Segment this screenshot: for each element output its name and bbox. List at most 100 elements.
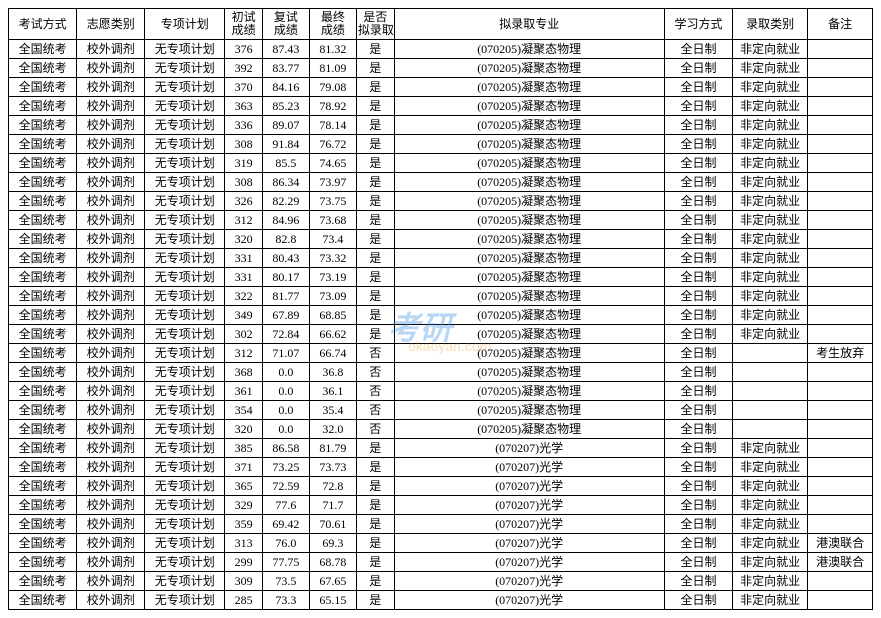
table-row: 全国统考校外调剂无专项计划32082.873.4是(070205)凝聚态物理全日… <box>9 230 873 249</box>
table-cell: 全国统考 <box>9 572 77 591</box>
table-cell: 是 <box>356 40 394 59</box>
table-cell: (070207)光学 <box>394 496 664 515</box>
table-cell: 否 <box>356 344 394 363</box>
table-cell <box>733 401 808 420</box>
table-cell: 73.32 <box>309 249 356 268</box>
table-cell: (070207)光学 <box>394 553 664 572</box>
table-cell: 308 <box>225 135 263 154</box>
table-cell <box>808 173 873 192</box>
table-cell: 无专项计划 <box>145 458 225 477</box>
table-cell: 是 <box>356 249 394 268</box>
table-row: 全国统考校外调剂无专项计划33180.1773.19是(070205)凝聚态物理… <box>9 268 873 287</box>
table-cell: 365 <box>225 477 263 496</box>
table-cell: 全国统考 <box>9 268 77 287</box>
table-cell: 392 <box>225 59 263 78</box>
table-cell: 校外调剂 <box>77 344 145 363</box>
table-cell: 69.42 <box>262 515 309 534</box>
table-cell: 无专项计划 <box>145 40 225 59</box>
table-cell <box>808 249 873 268</box>
table-cell: 全国统考 <box>9 173 77 192</box>
table-cell: 73.68 <box>309 211 356 230</box>
table-cell: 非定向就业 <box>733 591 808 610</box>
header-cell: 录取类别 <box>733 9 808 40</box>
table-cell: 是 <box>356 439 394 458</box>
table-cell: 83.77 <box>262 59 309 78</box>
table-cell: 全国统考 <box>9 59 77 78</box>
table-cell: 无专项计划 <box>145 249 225 268</box>
table-cell: 全国统考 <box>9 363 77 382</box>
table-cell: 77.6 <box>262 496 309 515</box>
table-cell: 72.84 <box>262 325 309 344</box>
table-cell: 全日制 <box>664 59 732 78</box>
table-row: 全国统考校外调剂无专项计划30973.567.65是(070207)光学全日制非… <box>9 572 873 591</box>
table-cell <box>808 401 873 420</box>
table-cell: 校外调剂 <box>77 97 145 116</box>
table-cell: 非定向就业 <box>733 249 808 268</box>
table-cell: 全国统考 <box>9 116 77 135</box>
table-cell: (070205)凝聚态物理 <box>394 401 664 420</box>
table-cell: 是 <box>356 572 394 591</box>
table-cell <box>808 116 873 135</box>
table-row: 全国统考校外调剂无专项计划36385.2378.92是(070205)凝聚态物理… <box>9 97 873 116</box>
table-cell: 校外调剂 <box>77 306 145 325</box>
table-row: 全国统考校外调剂无专项计划37084.1679.08是(070205)凝聚态物理… <box>9 78 873 97</box>
table-body: 全国统考校外调剂无专项计划37687.4381.32是(070205)凝聚态物理… <box>9 40 873 610</box>
table-cell: 非定向就业 <box>733 306 808 325</box>
table-cell: 363 <box>225 97 263 116</box>
table-cell: (070205)凝聚态物理 <box>394 325 664 344</box>
table-cell: 全日制 <box>664 192 732 211</box>
table-cell: 全日制 <box>664 97 732 116</box>
table-cell <box>808 458 873 477</box>
table-cell <box>808 287 873 306</box>
table-cell: 79.08 <box>309 78 356 97</box>
table-cell: 是 <box>356 78 394 97</box>
table-cell: 否 <box>356 401 394 420</box>
table-cell: (070205)凝聚态物理 <box>394 173 664 192</box>
table-cell: 全日制 <box>664 496 732 515</box>
table-row: 全国统考校外调剂无专项计划36572.5972.8是(070207)光学全日制非… <box>9 477 873 496</box>
header-cell: 考试方式 <box>9 9 77 40</box>
table-cell: (070205)凝聚态物理 <box>394 344 664 363</box>
table-cell: 校外调剂 <box>77 135 145 154</box>
table-cell: 72.8 <box>309 477 356 496</box>
table-cell: 0.0 <box>262 401 309 420</box>
table-cell: 67.89 <box>262 306 309 325</box>
table-cell: 全日制 <box>664 553 732 572</box>
table-cell: 无专项计划 <box>145 173 225 192</box>
table-cell: 非定向就业 <box>733 230 808 249</box>
table-cell: 全国统考 <box>9 211 77 230</box>
table-row: 全国统考校外调剂无专项计划31284.9673.68是(070205)凝聚态物理… <box>9 211 873 230</box>
table-row: 全国统考校外调剂无专项计划34967.8968.85是(070205)凝聚态物理… <box>9 306 873 325</box>
table-cell: 全日制 <box>664 458 732 477</box>
table-cell: 308 <box>225 173 263 192</box>
table-cell: 84.96 <box>262 211 309 230</box>
table-cell: 73.3 <box>262 591 309 610</box>
table-cell: 是 <box>356 306 394 325</box>
table-cell: 349 <box>225 306 263 325</box>
table-cell <box>808 154 873 173</box>
table-row: 全国统考校外调剂无专项计划32977.671.7是(070207)光学全日制非定… <box>9 496 873 515</box>
table-cell <box>808 78 873 97</box>
table-cell <box>808 135 873 154</box>
table-cell: 73.97 <box>309 173 356 192</box>
table-cell <box>808 211 873 230</box>
table-cell: 336 <box>225 116 263 135</box>
table-cell: 校外调剂 <box>77 591 145 610</box>
table-cell: 331 <box>225 268 263 287</box>
table-cell: 是 <box>356 458 394 477</box>
table-cell: 全日制 <box>664 249 732 268</box>
table-cell <box>808 40 873 59</box>
table-cell: (070205)凝聚态物理 <box>394 420 664 439</box>
table-cell: 否 <box>356 382 394 401</box>
header-cell: 志愿类别 <box>77 9 145 40</box>
header-cell: 专项计划 <box>145 9 225 40</box>
table-cell: 非定向就业 <box>733 211 808 230</box>
table-cell: 全日制 <box>664 230 732 249</box>
table-cell: 全日制 <box>664 515 732 534</box>
table-cell <box>808 591 873 610</box>
table-cell: 全日制 <box>664 154 732 173</box>
table-cell: 全日制 <box>664 325 732 344</box>
table-cell: 非定向就业 <box>733 439 808 458</box>
table-cell <box>733 344 808 363</box>
table-cell: 非定向就业 <box>733 496 808 515</box>
